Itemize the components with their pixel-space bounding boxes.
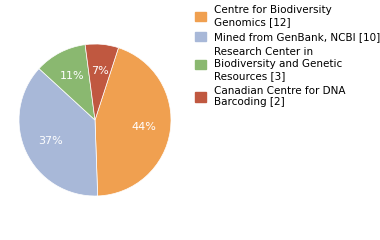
Text: 7%: 7%: [91, 66, 108, 76]
Legend: Centre for Biodiversity
Genomics [12], Mined from GenBank, NCBI [10], Research C: Centre for Biodiversity Genomics [12], M…: [195, 5, 380, 108]
Text: 44%: 44%: [131, 122, 156, 132]
Wedge shape: [19, 69, 98, 196]
Wedge shape: [95, 48, 171, 196]
Wedge shape: [85, 44, 119, 120]
Text: 37%: 37%: [38, 136, 62, 146]
Wedge shape: [39, 45, 95, 120]
Text: 11%: 11%: [60, 71, 84, 81]
